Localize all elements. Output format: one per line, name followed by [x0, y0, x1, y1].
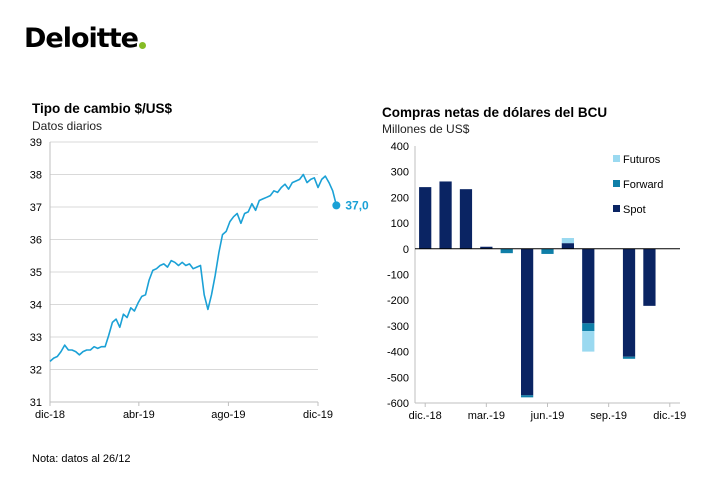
- legend-swatch-futuros: [613, 155, 620, 162]
- left-chart-subtitle: Datos diarios: [32, 119, 103, 133]
- line-y-tick-label: 36: [30, 235, 42, 247]
- line-x-tick-label: abr-19: [123, 409, 155, 421]
- bar-futuros-jul.-19: [561, 238, 574, 244]
- line-y-tick-label: 38: [30, 170, 42, 182]
- bar-spot-feb.-19: [459, 189, 473, 249]
- footnote: Nota: datos al 26/12: [32, 453, 131, 465]
- bar-spot-may.-19: [521, 248, 534, 396]
- bar-y-tick-label: -100: [387, 270, 409, 282]
- bar-x-tick-label: jun.-19: [530, 410, 565, 422]
- right-chart-subtitle: Millones de US$: [382, 122, 470, 136]
- bar-x-tick-label: dic.-18: [409, 410, 442, 422]
- line-y-tick-label: 34: [30, 300, 42, 312]
- bar-spot-ene.-19: [439, 181, 452, 249]
- bar-y-tick-label: 0: [403, 244, 409, 256]
- bar-y-tick-label: 200: [391, 192, 409, 204]
- line-y-tick-label: 37: [30, 202, 42, 214]
- legend-label-forward: Forward: [623, 179, 663, 191]
- bar-forward-oct.-19: [622, 356, 636, 359]
- bar-y-tick-label: -300: [387, 321, 409, 333]
- line-y-tick-label: 33: [30, 332, 42, 344]
- legend-swatch-forward: [613, 180, 620, 187]
- bar-spot-dic.-18: [419, 187, 432, 249]
- bar-forward-ago.-19: [582, 323, 595, 332]
- bar-x-tick-label: sep.-19: [590, 410, 627, 422]
- logo-dot: [138, 42, 146, 49]
- line-x-tick-label: ago-19: [211, 409, 245, 421]
- line-y-tick-label: 39: [30, 137, 42, 149]
- line-x-tick-label: dic-19: [303, 409, 333, 421]
- bar-y-tick-label: 400: [391, 141, 409, 153]
- bar-y-tick-label: 300: [391, 167, 409, 179]
- bar-futuros-ago.-19: [582, 331, 595, 352]
- bar-y-tick-label: -400: [387, 347, 409, 359]
- exchange-rate-series-line: [49, 173, 338, 362]
- bar-y-tick-label: -500: [387, 372, 409, 384]
- bar-spot-jul.-19: [561, 243, 574, 249]
- line-y-tick-label: 31: [30, 397, 42, 409]
- line-x-tick-label: dic-18: [35, 409, 65, 421]
- line-y-tick-label: 35: [30, 267, 42, 279]
- logo-text: Deloitte: [24, 23, 139, 54]
- legend-swatch-spot: [613, 205, 620, 212]
- bar-spot-mar.-19: [480, 246, 493, 249]
- last-value-marker: [332, 201, 341, 210]
- bar-forward-abr.-19: [500, 248, 513, 254]
- bar-x-tick-label: mar.-19: [468, 410, 505, 422]
- legend-label-spot: Spot: [623, 204, 646, 216]
- left-chart-title: Tipo de cambio $/US$: [32, 101, 173, 116]
- legend-label-futuros: Futuros: [623, 154, 661, 166]
- bar-spot-nov.-19: [643, 248, 656, 306]
- bar-x-tick-label: dic.-19: [653, 410, 686, 422]
- bar-spot-oct.-19: [622, 248, 636, 357]
- right-chart-title: Compras netas de dólares del BCU: [382, 105, 608, 120]
- last-value-label: 37,0: [345, 198, 369, 212]
- deloitte-logo: Deloitte: [24, 16, 146, 52]
- bar-y-tick-label: 100: [391, 218, 409, 230]
- bar-forward-may.-19: [521, 395, 534, 398]
- bar-y-tick-label: -600: [387, 398, 409, 410]
- bar-forward-jun.-19: [541, 248, 554, 254]
- bar-y-tick-label: -200: [387, 295, 409, 307]
- bar-spot-ago.-19: [582, 248, 595, 324]
- line-y-tick-label: 32: [30, 365, 42, 377]
